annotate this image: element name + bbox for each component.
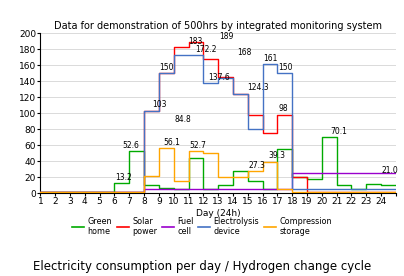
Text: 161: 161 — [263, 54, 278, 63]
Text: 150: 150 — [160, 63, 174, 71]
Title: Data for demonstration of 500hrs by integrated monitoring system: Data for demonstration of 500hrs by inte… — [54, 21, 382, 31]
Text: 150: 150 — [278, 63, 292, 71]
Text: 137.6: 137.6 — [208, 73, 229, 82]
Text: 103: 103 — [152, 100, 167, 109]
Text: 124.3: 124.3 — [247, 83, 269, 92]
Text: 52.7: 52.7 — [189, 141, 206, 150]
Text: 189: 189 — [219, 32, 233, 41]
Text: 70.1: 70.1 — [331, 127, 347, 136]
Text: 27.3: 27.3 — [248, 161, 265, 170]
Text: 84.8: 84.8 — [175, 115, 191, 124]
Text: 183: 183 — [188, 36, 202, 46]
Text: 13.2: 13.2 — [115, 172, 132, 182]
Text: 98: 98 — [278, 104, 288, 113]
X-axis label: Day (24h): Day (24h) — [196, 209, 240, 218]
Text: 56.1: 56.1 — [163, 138, 180, 147]
Text: 168: 168 — [238, 48, 252, 57]
Legend: Green
home, Solar
power, Fuel
cell, Electrolysis
device, Compression
storage: Green home, Solar power, Fuel cell, Elec… — [72, 217, 332, 236]
Text: 52.6: 52.6 — [123, 140, 139, 150]
Text: Electricity consumption per day / Hydrogen change cycle: Electricity consumption per day / Hydrog… — [33, 260, 371, 273]
Text: 39.3: 39.3 — [269, 151, 286, 160]
Text: 21.0: 21.0 — [382, 166, 399, 175]
Text: 172.2: 172.2 — [195, 45, 217, 54]
